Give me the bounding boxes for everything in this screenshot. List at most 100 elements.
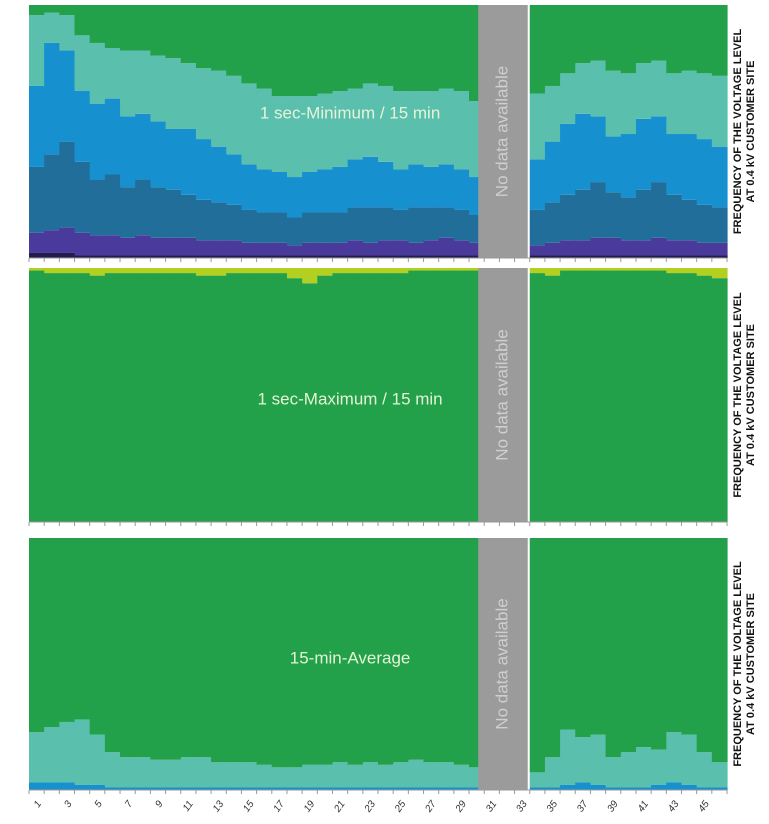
bar-segment [166,760,182,788]
bar-segment [590,538,606,735]
bar-segment [181,538,197,757]
bar-segment [241,762,257,787]
bar-segment [196,200,212,240]
bar-segment [166,268,182,273]
bar-segment [241,268,257,273]
bar-segment [90,735,106,785]
bar-segment [575,5,591,63]
bar-segment [196,240,212,255]
no-data-label: No data available [492,66,511,197]
bar-segment [105,273,121,522]
x-tick-label: 27 [423,799,439,816]
bar-segment [332,762,348,787]
bar-segment [560,271,576,522]
bar-segment [29,86,45,167]
bar-segment [363,157,379,208]
bar-segment [666,240,682,255]
bar-segment [317,243,333,256]
bar-segment [135,268,151,273]
bar-segment [226,273,242,522]
bar-segment [530,5,546,94]
bar-segment [29,538,45,732]
bar-segment [226,538,242,762]
bar-segment [545,86,561,142]
bar-segment [166,58,182,129]
bar-segment [378,5,394,86]
bar-segment [697,139,713,205]
bar-segment [606,238,622,256]
bar-segment [439,207,455,237]
bar-segment [332,243,348,256]
bar-segment [590,785,606,790]
bar-segment [363,5,379,83]
bar-segment [681,785,697,790]
bar-segment [378,268,394,273]
bar-segment [257,5,273,88]
bar-segment [166,129,182,190]
x-tick-label: 11 [181,799,196,814]
bar-segment [530,210,546,245]
bar-segment [150,273,166,522]
x-tick-label: 23 [362,799,378,816]
bar-segment [150,56,166,122]
bar-segment [621,134,637,197]
chart: No data available1 sec-Minimum / 15 minF… [0,0,769,824]
bar-segment [393,169,409,209]
bar-segment [590,182,606,238]
bar-segment [636,268,652,271]
bar-segment [560,195,576,241]
bar-segment [560,268,576,271]
bar-segment [120,187,136,238]
bar-segment [530,268,546,273]
bar-segment [408,760,424,788]
bar-segment [363,243,379,256]
bar-segment [135,51,151,114]
bar-segment [545,243,561,256]
bar-segment [181,757,197,787]
bar-segment [393,240,409,255]
bar-segment [241,164,257,210]
bar-segment [712,268,728,278]
bar-segment [332,167,348,213]
bar-segment [211,762,227,787]
bar-segment [44,253,60,258]
bar-segment [241,210,257,243]
bar-segment [75,785,91,790]
bar-segment [378,86,394,162]
bar-segment [545,142,561,203]
x-tick-label: 45 [696,799,712,815]
bar-segment [575,114,591,190]
bar-segment [196,5,212,68]
bar-segment [226,205,242,240]
bar-segment [241,5,257,83]
bar-segment [44,5,60,13]
bar-segment [454,169,470,209]
bar-segment [166,273,182,522]
bar-segment [530,159,546,210]
bar-segment [621,5,637,73]
bar-segment [317,765,333,788]
bar-segment [272,5,288,96]
bar-segment [181,5,197,63]
bar-segment [120,238,136,256]
bar-segment [135,180,151,236]
bar-segment [75,273,91,522]
bar-segment [226,268,242,273]
bar-segment [59,253,75,258]
bar-segment [59,722,75,782]
bar-segment [636,538,652,747]
bar-segment [287,218,303,246]
bar-segment [135,757,151,787]
bar-segment [287,767,303,787]
bar-segment [363,268,379,273]
bar-segment [393,268,409,273]
bar-segment [348,765,364,788]
bar-segment [29,268,45,271]
bar-segment [75,719,91,785]
bar-segment [712,762,728,787]
bar-segment [105,752,121,787]
bar-segment [120,116,136,187]
bar-segment [454,5,470,91]
bar-segment [454,268,470,271]
bar-segment [666,782,682,790]
